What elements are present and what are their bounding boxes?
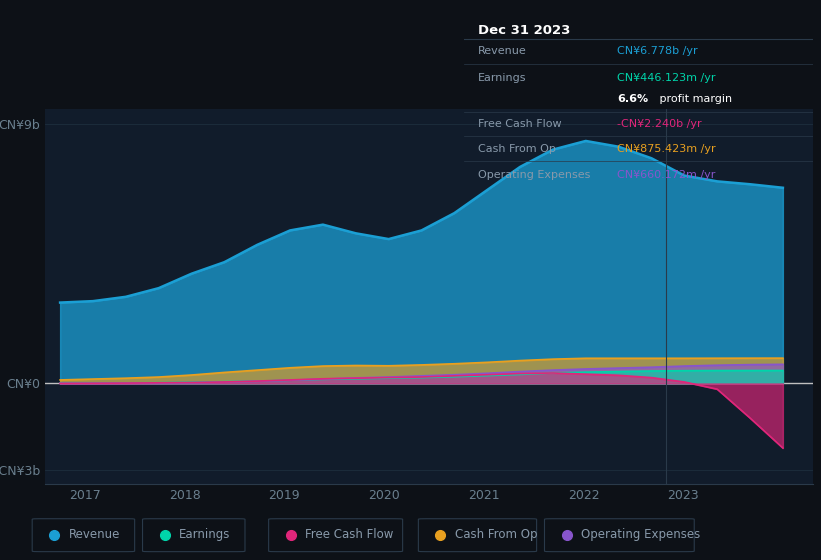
Text: CN¥6.778b /yr: CN¥6.778b /yr bbox=[617, 46, 698, 57]
Text: Earnings: Earnings bbox=[478, 73, 526, 83]
Text: profit margin: profit margin bbox=[656, 94, 732, 104]
Text: Free Cash Flow: Free Cash Flow bbox=[478, 119, 562, 129]
Text: Free Cash Flow: Free Cash Flow bbox=[305, 528, 393, 542]
Text: Operating Expenses: Operating Expenses bbox=[478, 170, 590, 180]
Text: CN¥875.423m /yr: CN¥875.423m /yr bbox=[617, 143, 716, 153]
Text: CN¥446.123m /yr: CN¥446.123m /yr bbox=[617, 73, 716, 83]
Text: -CN¥2.240b /yr: -CN¥2.240b /yr bbox=[617, 119, 702, 129]
Text: Earnings: Earnings bbox=[179, 528, 230, 542]
Text: Operating Expenses: Operating Expenses bbox=[580, 528, 700, 542]
Text: Cash From Op: Cash From Op bbox=[455, 528, 537, 542]
Text: 6.6%: 6.6% bbox=[617, 94, 649, 104]
Text: Dec 31 2023: Dec 31 2023 bbox=[478, 24, 571, 36]
Text: Revenue: Revenue bbox=[478, 46, 526, 57]
Text: CN¥660.172m /yr: CN¥660.172m /yr bbox=[617, 170, 716, 180]
Text: Revenue: Revenue bbox=[68, 528, 120, 542]
Text: Cash From Op: Cash From Op bbox=[478, 143, 556, 153]
